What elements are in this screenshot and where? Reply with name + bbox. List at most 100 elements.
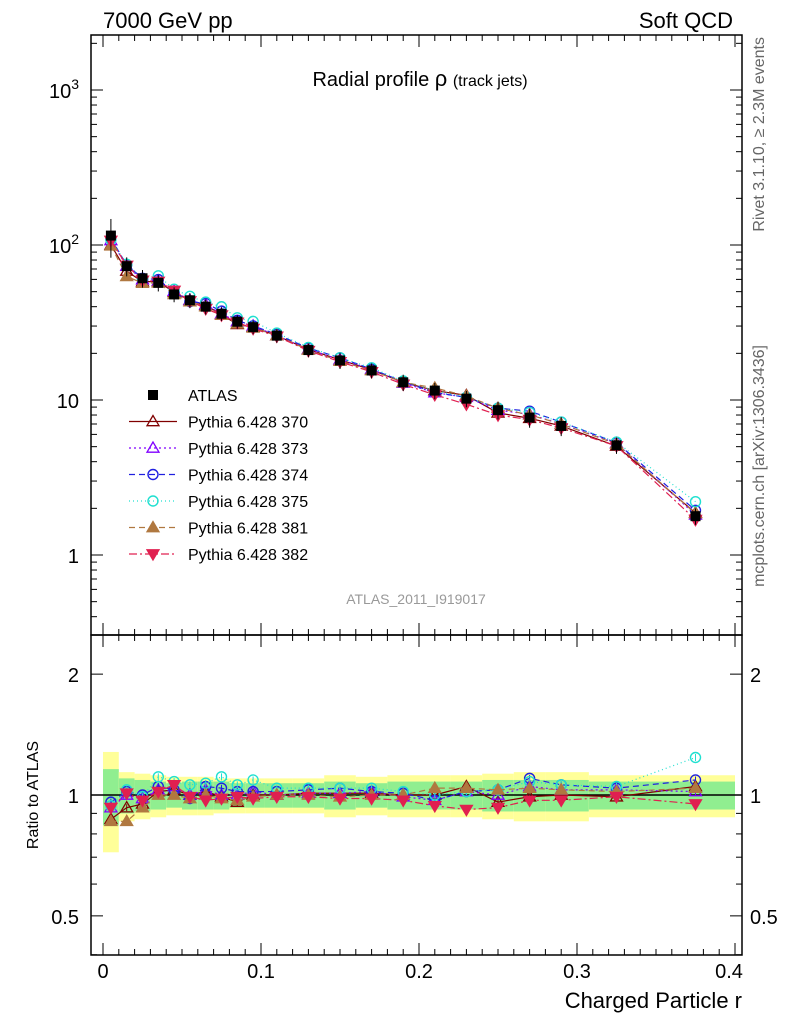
main-panel: 1 10 102 103 Radial profile ρ (track jet… — [49, 34, 743, 636]
y-tick-label-10: 10 — [57, 391, 79, 413]
series-line-main — [110, 239, 696, 503]
y-tick-label-100: 102 — [49, 231, 79, 258]
series-point-ratio — [427, 800, 442, 814]
legend-marker — [148, 390, 158, 400]
series-point-ratio — [245, 793, 261, 806]
chart-title-symbol: ρ — [435, 66, 448, 91]
data-point — [232, 316, 243, 327]
x-tick-label-0.2: 0.2 — [405, 961, 433, 983]
series-point-ratio — [427, 780, 442, 794]
x-tick-label-0.4: 0.4 — [715, 961, 743, 983]
x-axis-label: Charged Particle r — [565, 988, 742, 1013]
legend-label: Pythia 6.428 373 — [188, 441, 308, 458]
side-rivet-label: Rivet 3.1.10, ≥ 2.3M events — [751, 37, 768, 232]
series-line-ratio — [110, 756, 696, 807]
series-point-ratio — [103, 802, 119, 815]
x-tick-label-0: 0 — [97, 961, 108, 983]
series-line-ratio — [110, 787, 696, 822]
data-point — [248, 322, 259, 333]
series-point-ratio — [215, 771, 228, 783]
series-point-ratio — [119, 814, 134, 827]
series-line-main — [110, 245, 696, 514]
series-point-ratio — [198, 795, 213, 808]
analysis-label: ATLAS_2011_I919017 — [346, 591, 486, 607]
header-right: Soft QCD — [639, 8, 733, 33]
legend-label: Pythia 6.428 382 — [188, 547, 308, 564]
series-point-ratio — [554, 782, 569, 795]
series-point-ratio — [490, 802, 506, 815]
legend-marker — [147, 468, 159, 481]
series-line-main — [110, 240, 696, 521]
data-point — [524, 412, 535, 423]
data-point — [429, 385, 440, 396]
data-point — [493, 405, 503, 416]
series-point-ratio — [459, 780, 474, 794]
ratio-tick-label-1-right: 1 — [750, 786, 761, 808]
data-point — [137, 273, 148, 284]
data-point — [611, 440, 622, 451]
series-point-ratio — [166, 787, 182, 800]
data-point — [200, 301, 211, 312]
data-point — [303, 345, 314, 356]
data-point — [335, 355, 345, 366]
side-mcplots-label: mcplots.cern.ch [arXiv:1306.3436] — [751, 345, 768, 587]
legend-label: Pythia 6.428 375 — [188, 494, 308, 511]
ratio-tick-label-2-right: 2 — [750, 665, 761, 687]
series-point-ratio — [459, 804, 474, 817]
series-line-ratio — [110, 784, 696, 811]
series-point-ratio — [247, 774, 259, 786]
legend: ATLAS Pythia 6.428 370 Pythia 6.428 373 Pyt… — [129, 388, 308, 564]
ratio-tick-label-2-left: 2 — [68, 665, 79, 687]
ratio-tick-label-1-left: 1 — [68, 786, 79, 808]
legend-marker — [145, 549, 161, 562]
x-tick-label-0.1: 0.1 — [247, 961, 275, 983]
header-left: 7000 GeV pp — [103, 8, 233, 33]
data-point — [366, 365, 377, 376]
data-point — [556, 420, 567, 431]
legend-marker — [145, 440, 161, 453]
main-frame — [90, 34, 743, 636]
series-point-ratio — [301, 791, 316, 805]
chart-title-text: Radial profile — [312, 69, 429, 91]
series-point-ratio — [231, 779, 244, 791]
series-point-ratio — [332, 793, 348, 806]
series-point-ratio — [119, 800, 134, 813]
ratio-tick-label-05-left: 0.5 — [51, 907, 79, 929]
series-point-ratio — [103, 814, 119, 827]
series-point-ratio — [151, 786, 166, 799]
series-point-ratio — [269, 791, 284, 805]
series-point-ratio — [554, 795, 569, 808]
data-point — [461, 393, 472, 404]
legend-label: Pythia 6.428 374 — [188, 468, 308, 485]
chart-title-suffix: (track jets) — [453, 73, 528, 90]
series-point-ratio — [688, 780, 703, 794]
data-point — [216, 308, 227, 319]
ratio-ylabel: Ratio to ATLAS — [25, 741, 42, 849]
legend-label: ATLAS — [188, 388, 238, 405]
data-point — [153, 277, 164, 288]
series-point-ratio — [184, 779, 196, 791]
series-point-ratio — [152, 771, 165, 783]
data-point — [184, 295, 195, 306]
data-point — [690, 511, 701, 522]
series-point-ratio — [135, 795, 150, 808]
series-line-ratio — [110, 785, 696, 820]
data-point — [105, 230, 116, 241]
legend-label: Pythia 6.428 370 — [188, 415, 308, 432]
series-point-ratio — [522, 780, 537, 794]
legend-marker — [147, 495, 159, 507]
series-point-ratio — [609, 791, 624, 805]
y-tick-label-1000: 103 — [49, 76, 79, 103]
series-point-ratio — [396, 795, 411, 808]
series-point-ratio — [689, 751, 702, 764]
x-tick-label-0.3: 0.3 — [563, 961, 591, 983]
chart-title: Radial profile ρ (track jets) — [312, 66, 527, 91]
ratio-panel: 2 1 0.5 2 1 0.5 Ratio to ATLAS — [25, 634, 778, 956]
legend-marker — [145, 414, 161, 427]
legend-label: Pythia 6.428 381 — [188, 521, 308, 538]
series-point-ratio — [688, 799, 703, 812]
data-point — [271, 330, 282, 341]
data-point — [169, 289, 180, 300]
series-point-ratio — [119, 788, 134, 801]
